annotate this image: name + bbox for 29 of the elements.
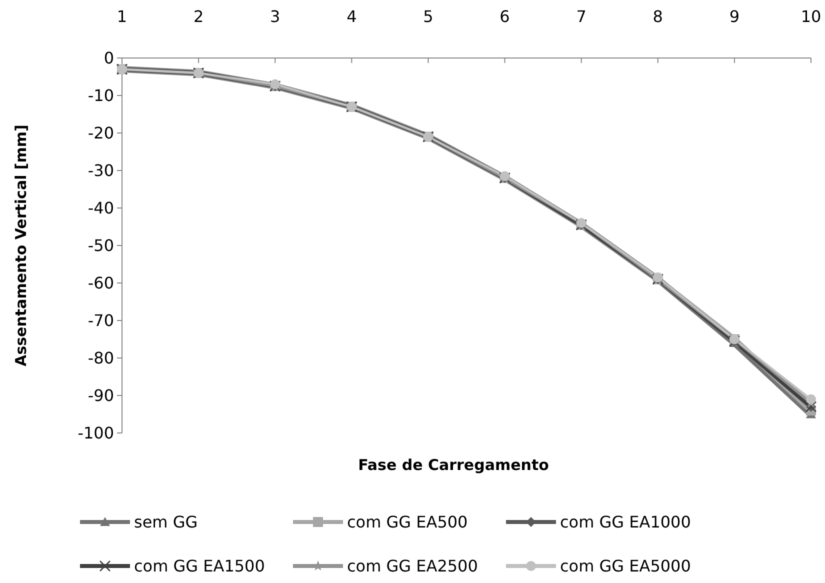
- x-tick-label: 3: [270, 7, 280, 26]
- y-axis-title: Assentamento Vertical [mm]: [12, 124, 30, 366]
- x-tick-label: 1: [116, 7, 128, 26]
- x-tick-label: 5: [423, 7, 434, 26]
- legend-label: com GG EA1500: [134, 556, 265, 576]
- y-tick-label: -90: [88, 386, 114, 406]
- x-tick-label: 2: [193, 7, 204, 26]
- y-tick-label: -80: [88, 348, 114, 368]
- y-tick-label: -10: [88, 86, 114, 106]
- legend-label: com GG EA500: [347, 512, 468, 532]
- y-tick-label: -40: [88, 198, 114, 218]
- x-tick-label: 8: [652, 7, 663, 26]
- x-tick-label: 4: [346, 7, 357, 26]
- x-tick-label: 7: [576, 7, 586, 26]
- y-tick-label: -20: [88, 124, 114, 143]
- y-tick-label: -60: [88, 274, 114, 293]
- legend-label: com GG EA5000: [560, 556, 691, 576]
- y-tick-label: -70: [88, 311, 114, 330]
- x-tick-label: 6: [500, 7, 510, 26]
- legend-label: com GG EA2500: [347, 556, 478, 576]
- x-axis-title: Fase de Carregamento: [358, 456, 549, 474]
- y-tick-label: -30: [88, 161, 114, 180]
- x-tick-label: 9: [729, 7, 740, 26]
- y-tick-label: -100: [78, 424, 114, 443]
- legend-label: sem GG: [134, 512, 198, 532]
- y-tick-label: -50: [88, 236, 114, 256]
- legend-label: com GG EA1000: [560, 512, 691, 532]
- y-tick-label: 0: [104, 48, 114, 68]
- x-tick-label: 10: [800, 7, 822, 26]
